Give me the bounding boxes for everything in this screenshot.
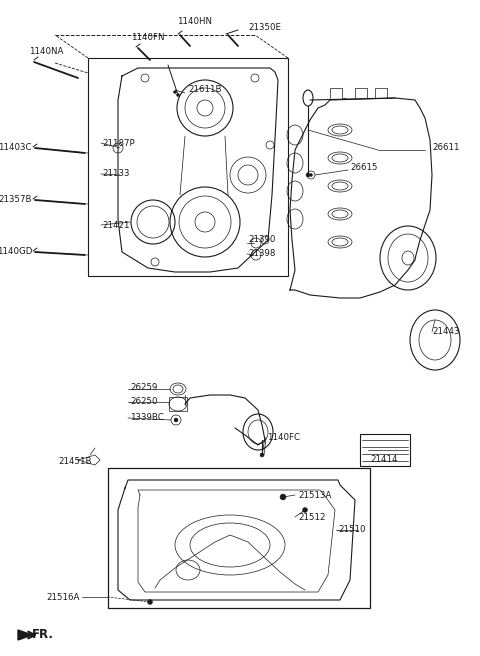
Text: 26250: 26250 (130, 398, 157, 407)
Text: 11403C: 11403C (0, 144, 32, 152)
Text: 21451B: 21451B (58, 457, 92, 466)
Text: 26259: 26259 (130, 384, 157, 392)
Text: 21443: 21443 (432, 327, 459, 337)
Text: 1339BC: 1339BC (130, 413, 164, 422)
Text: 1140NA: 1140NA (29, 47, 63, 56)
Bar (169, 397, 187, 411)
Text: 1140FC: 1140FC (267, 432, 300, 441)
Text: 21510: 21510 (338, 525, 365, 535)
Ellipse shape (306, 173, 310, 177)
Text: 21611B: 21611B (188, 85, 221, 94)
Bar (108, 468, 370, 608)
Text: 1140GD: 1140GD (0, 247, 32, 256)
Text: 21390: 21390 (248, 236, 276, 245)
Text: 21513A: 21513A (298, 491, 331, 501)
Ellipse shape (310, 173, 312, 176)
Text: 21421: 21421 (102, 220, 130, 230)
Text: 21512: 21512 (298, 514, 325, 522)
Text: FR.: FR. (32, 628, 54, 642)
Text: 1140FN: 1140FN (131, 33, 165, 43)
Ellipse shape (260, 453, 264, 457)
Ellipse shape (147, 600, 153, 604)
Ellipse shape (174, 418, 178, 422)
Bar (88, 58, 288, 276)
Ellipse shape (302, 508, 308, 512)
Text: 1140HN: 1140HN (178, 18, 213, 26)
Ellipse shape (177, 94, 180, 96)
Text: 21350E: 21350E (248, 24, 281, 33)
Ellipse shape (173, 91, 177, 94)
Text: 21133: 21133 (102, 169, 130, 178)
Text: 21414: 21414 (370, 455, 397, 464)
Polygon shape (18, 630, 32, 640)
Text: 21398: 21398 (248, 249, 276, 258)
Text: 21357B: 21357B (0, 195, 32, 205)
Text: 26615: 26615 (350, 163, 377, 173)
Bar (360, 434, 410, 466)
Ellipse shape (280, 494, 286, 500)
Text: 26611: 26611 (432, 144, 459, 152)
Text: 21187P: 21187P (102, 138, 134, 148)
Text: 21516A: 21516A (47, 592, 80, 602)
